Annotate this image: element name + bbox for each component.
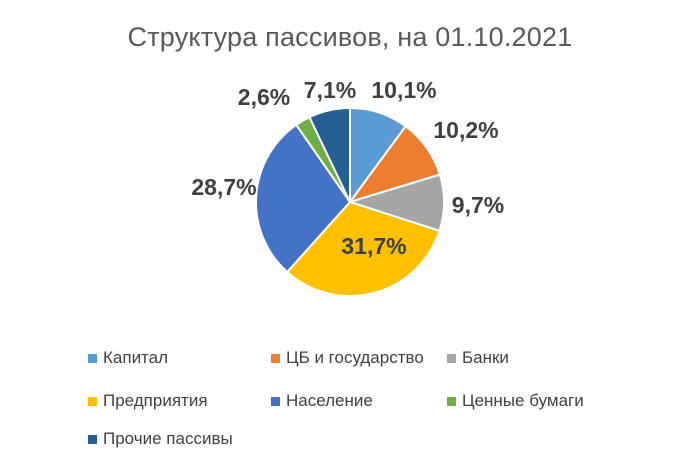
pie-slices xyxy=(255,106,445,297)
pie-data-labels: 10,1% 10,2% 9,7% 31,7% 28,7% 2,6% 7,1% xyxy=(191,77,504,259)
chart-title: Структура пассивов, на 01.10.2021 xyxy=(127,22,573,52)
data-label-6: 2,6% xyxy=(238,84,290,110)
data-label-4: 31,7% xyxy=(341,233,406,259)
data-label-7: 7,1% xyxy=(304,77,356,103)
data-label-3: 9,7% xyxy=(452,192,504,218)
data-label-2: 10,2% xyxy=(433,117,498,143)
pie-slice-4 xyxy=(285,200,441,297)
data-label-1: 10,1% xyxy=(371,77,436,103)
pie-slice-7 xyxy=(308,106,351,203)
pie-slice-5 xyxy=(255,123,352,274)
data-label-5: 28,7% xyxy=(191,174,256,200)
